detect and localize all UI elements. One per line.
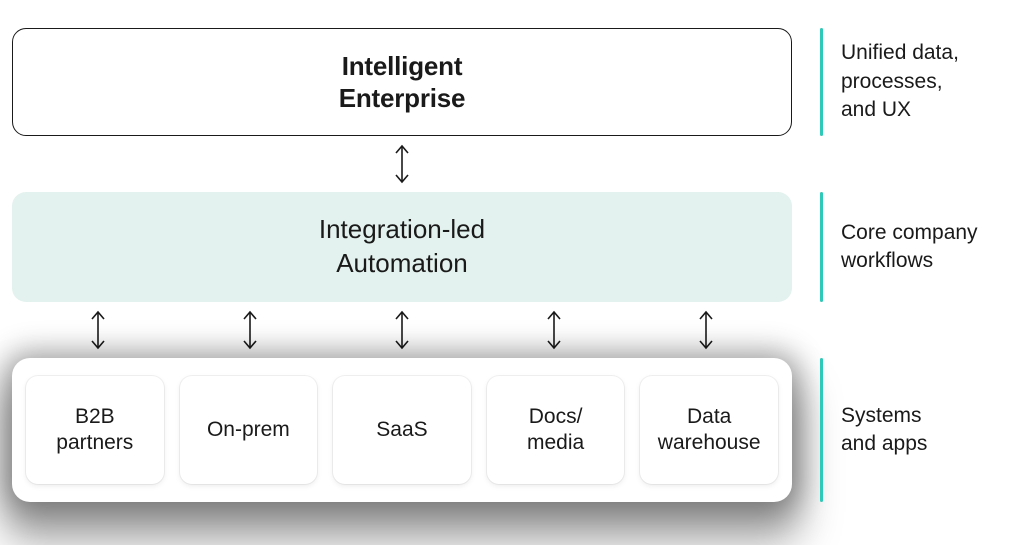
tier3-card: Datawarehouse	[640, 376, 778, 484]
tier3-card-label: B2Bpartners	[52, 404, 137, 457]
tier1-block: Intelligent Enterprise	[12, 28, 792, 136]
double-arrow-icon	[241, 308, 259, 352]
tier2-title-line2: Automation	[336, 248, 468, 278]
tier1-title-line2: Enterprise	[339, 83, 466, 113]
architecture-diagram: Intelligent Enterprise Integration-led A…	[12, 28, 1012, 502]
tier3-card-label: Docs/media	[523, 404, 588, 457]
side1-line3: and UX	[841, 98, 911, 121]
tier2-title-line1: Integration-led	[319, 214, 485, 244]
side-labels-column: Unified data, processes, and UX Core com…	[820, 28, 1012, 502]
tier3-container: B2Bpartners On-prem SaaS Docs/media Dataware…	[12, 358, 792, 502]
side-label-tier1: Unified data, processes, and UX	[820, 28, 1012, 136]
arrow-row-1	[12, 136, 792, 192]
accent-bar-icon	[820, 358, 823, 502]
side1-line1: Unified data,	[841, 41, 959, 64]
double-arrow-icon	[393, 142, 411, 186]
side1-line2: processes,	[841, 70, 943, 93]
tier2-block: Integration-led Automation	[12, 192, 792, 302]
tier3-card-label: On-prem	[203, 417, 294, 443]
arrow-row-2	[12, 302, 792, 358]
side3-line1: Systems	[841, 404, 922, 427]
tier3-card: B2Bpartners	[26, 376, 164, 484]
tier3-card-label: Datawarehouse	[654, 404, 765, 457]
double-arrow-icon	[393, 308, 411, 352]
double-arrow-icon	[545, 308, 563, 352]
side2-line2: workflows	[841, 249, 933, 272]
tier2-title: Integration-led Automation	[319, 213, 485, 281]
side-label-tier3: Systems and apps	[820, 358, 1012, 502]
tier1-title: Intelligent Enterprise	[339, 50, 466, 115]
tier3-card: SaaS	[333, 376, 471, 484]
accent-bar-icon	[820, 28, 823, 136]
diagram-layers-column: Intelligent Enterprise Integration-led A…	[12, 28, 792, 502]
tier3-card: Docs/media	[487, 376, 625, 484]
side-label-tier2: Core company workflows	[820, 192, 1012, 302]
tier3-card: On-prem	[180, 376, 318, 484]
side3-line2: and apps	[841, 432, 927, 455]
accent-bar-icon	[820, 192, 823, 302]
side-label-tier3-text: Systems and apps	[841, 402, 927, 459]
side2-line1: Core company	[841, 221, 978, 244]
tier1-title-line1: Intelligent	[342, 51, 463, 81]
side-label-tier1-text: Unified data, processes, and UX	[841, 39, 959, 124]
tier3-card-label: SaaS	[372, 417, 431, 443]
double-arrow-icon	[89, 308, 107, 352]
side-label-tier2-text: Core company workflows	[841, 219, 978, 276]
double-arrow-icon	[697, 308, 715, 352]
